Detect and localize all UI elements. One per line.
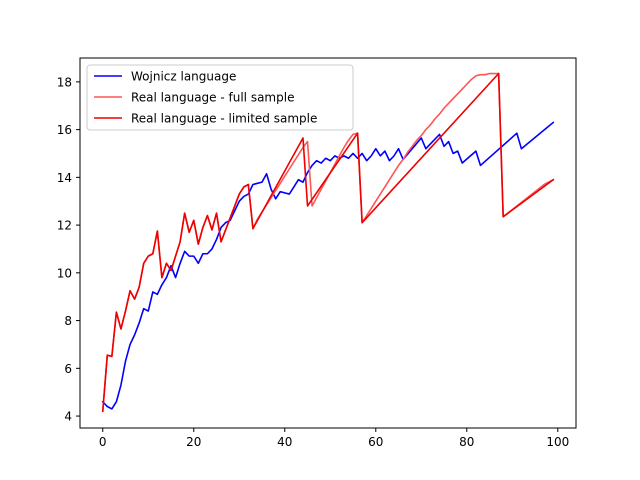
x-tick-label: 40 (277, 435, 292, 449)
y-tick-label: 4 (64, 410, 72, 424)
legend-label-wojnicz: Wojnicz language (131, 70, 236, 84)
legend: Wojnicz language Real language - full sa… (86, 64, 354, 131)
legend-label-real-full: Real language - full sample (131, 91, 294, 105)
y-tick-label: 16 (57, 123, 72, 137)
y-tick-label: 18 (57, 75, 72, 89)
x-tick-label: 60 (368, 435, 383, 449)
legend-box (86, 64, 354, 131)
y-tick-label: 12 (57, 219, 72, 233)
y-tick-label: 14 (57, 171, 72, 185)
x-tick-label: 80 (459, 435, 474, 449)
x-tick-label: 100 (546, 435, 569, 449)
series-layer (101, 72, 555, 413)
y-tick-label: 8 (64, 314, 72, 328)
y-tick-label: 6 (64, 362, 72, 376)
axes-frame (79, 57, 577, 429)
x-tick-label: 0 (99, 435, 107, 449)
y-axis-ticks: 4 6 8 10 12 14 16 18 (57, 75, 80, 424)
series-line-wojnicz (101, 121, 555, 410)
series-line-real-limited (101, 72, 555, 413)
legend-label-real-limited: Real language - limited sample (131, 112, 317, 126)
x-tick-label: 20 (186, 435, 201, 449)
x-axis-ticks: 0 20 40 60 80 100 (99, 428, 569, 449)
y-tick-label: 10 (57, 266, 72, 280)
